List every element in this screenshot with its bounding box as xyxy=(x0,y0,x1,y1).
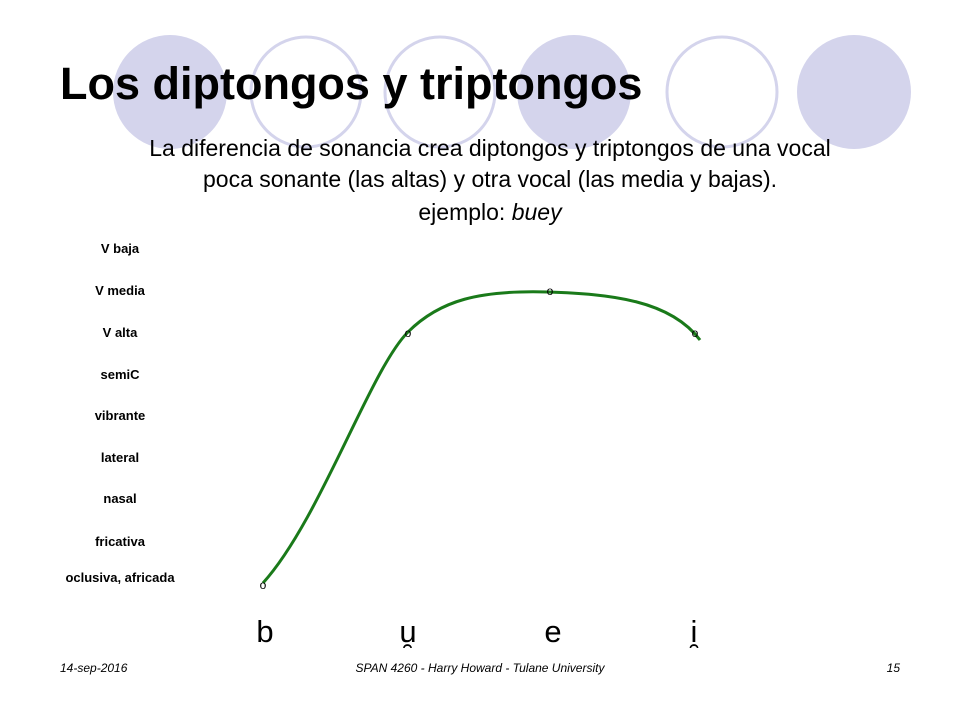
segment-i-letter: i xyxy=(690,614,698,649)
footer-course: SPAN 4260 - Harry Howard - Tulane Univer… xyxy=(355,661,605,675)
subtitle-line-1: La diferencia de sonancia crea diptongos… xyxy=(149,135,831,161)
marker-i: o xyxy=(692,326,699,340)
subtitle-line-2: poca sonante (las altas) y otra vocal (l… xyxy=(203,166,777,192)
level-label-v-alta: V alta xyxy=(102,325,138,340)
sonority-curve xyxy=(261,290,702,585)
level-label-v-baja: V baja xyxy=(100,241,140,256)
footer-date: 14-sep-2016 xyxy=(60,661,128,675)
level-label-lateral: lateral xyxy=(100,450,140,465)
circle-filled-1 xyxy=(113,35,227,149)
decorative-circles xyxy=(113,35,911,149)
segment-i: i̯ xyxy=(674,614,714,650)
slide-title: Los diptongos y triptongos xyxy=(60,58,643,109)
level-label-oclusiva-africada: oclusiva, africada xyxy=(65,570,175,585)
circle-filled-6 xyxy=(797,35,911,149)
example-prefix: ejemplo: xyxy=(418,199,512,225)
marker-e: o xyxy=(547,284,554,298)
marker-b: o xyxy=(260,578,267,592)
segment-u: u̯ xyxy=(388,614,428,650)
level-label-nasal: nasal xyxy=(103,491,137,506)
example-word: buey xyxy=(511,199,562,225)
level-label-vibrante: vibrante xyxy=(94,408,146,423)
marker-u: o xyxy=(405,326,412,340)
circle-filled-4 xyxy=(517,35,631,149)
segment-u-letter: u xyxy=(399,614,417,649)
example-line: ejemplo: buey xyxy=(80,197,900,228)
segment-b: b xyxy=(256,614,274,649)
footer-page-number: 15 xyxy=(886,661,900,675)
circle-outline-5 xyxy=(665,35,779,149)
level-label-fricativa: fricativa xyxy=(95,534,145,549)
circle-outline-2 xyxy=(249,35,363,149)
segment-e: e xyxy=(544,614,562,649)
level-label-semic: semiC xyxy=(100,367,140,382)
level-label-v-media: V media xyxy=(95,283,145,298)
circle-outline-3 xyxy=(383,35,497,149)
